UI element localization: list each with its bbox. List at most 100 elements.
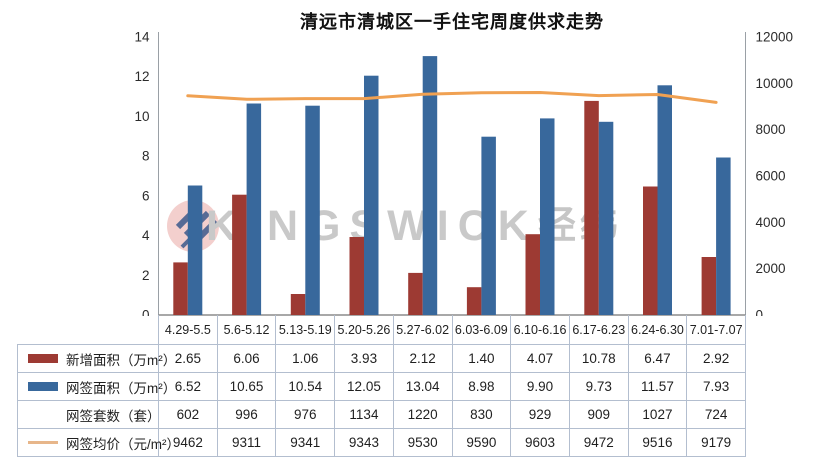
table-value-cell: 9516 [628,429,688,457]
right-axis-tick-label: 0 [756,308,764,317]
legend-cell: 网签面积（万m²） [18,373,176,401]
series-label: 网签均价（元/m²） [66,436,180,452]
right-axis-tick-label: 10000 [756,76,794,91]
table-value-cell: 13.04 [393,373,453,401]
table-value-cell: 1134 [335,401,394,429]
table-value-cell: 976 [276,401,336,429]
table-value-cell: 10.65 [217,373,277,401]
x-axis-label: 7.01-7.07 [687,315,746,344]
table-value-cell: 9341 [276,429,336,457]
left-axis-tick-label: 6 [142,188,150,203]
series-label: 网签套数（套） [66,408,161,424]
x-axis-label: 5.6-5.12 [218,315,277,344]
right-axis-tick-label: 8000 [756,122,786,137]
table-value-cell: 3.93 [335,345,394,373]
table-value-cell: 4.07 [511,345,570,373]
table-value-cell: 8.98 [452,373,512,401]
bar [716,157,731,315]
bar [187,185,203,315]
table-value-cell: 9.73 [569,373,629,401]
bar [232,194,247,315]
bar [701,257,717,315]
table-value-cell: 9.90 [511,373,570,401]
price-line [186,91,718,104]
table-value-cell: 2.92 [687,345,746,373]
legend-cell: 网签套数（套） [18,401,161,429]
table-value-cell: 909 [569,401,629,429]
bar [173,262,188,315]
table-value-cell: 2.65 [159,345,218,373]
table-value-cell: 602 [159,401,218,429]
table-value-cell: 9179 [687,429,746,457]
x-axis-label: 5.27-6.02 [394,315,453,344]
table-value-cell: 10.54 [276,373,336,401]
table-value-cell: 6.52 [159,373,218,401]
series-label: 新增面积（万m²） [66,352,177,368]
table-value-cell: 1220 [393,401,453,429]
legend-cell: 新增面积（万m²） [18,345,176,373]
left-axis-tick-label: 14 [134,30,150,45]
x-axis-label: 5.13-5.19 [276,315,336,344]
bar [290,294,306,315]
left-axis-tick-label: 12 [134,69,149,84]
bar [349,237,364,315]
bar [584,100,599,316]
bar [598,121,614,315]
left-axis-tick-label: 10 [134,109,149,124]
left-axis-tick-label: 4 [142,228,150,243]
bar [422,56,438,315]
table-value-cell: 9590 [452,429,512,457]
legend-cell: 网签均价（元/m²） [18,429,180,457]
bar [246,103,262,315]
bar [481,136,496,315]
bar [466,287,482,315]
right-axis-tick-label: 2000 [756,261,786,276]
x-axis-label: 6.17-6.23 [570,315,629,344]
x-axis-label: 6.10-6.16 [511,315,570,344]
table-value-cell: 2.12 [393,345,453,373]
legend-line-swatch [28,441,58,444]
x-axis-label: 4.29-5.5 [159,315,218,344]
data-table: 新增面积（万m²） 2.65 6.06 1.06 3.93 2.12 1.40 4.07 10.… [17,344,746,457]
table-value-cell: 9462 [159,429,218,457]
table-value-cell: 929 [511,401,570,429]
series-label: 网签面积（万m²） [66,380,177,396]
table-value-cell: 1027 [628,401,688,429]
x-axis-label: 6.03-6.09 [453,315,512,344]
table-value-cell: 7.93 [687,373,746,401]
table-value-cell: 9472 [569,429,629,457]
right-axis-tick-label: 12000 [756,30,794,45]
plot-area: 0 2 4 6 8 10 12 14 0 2000 4000 6000 8000 10000 12000 [134,30,794,317]
bar [364,75,379,315]
chart-title: 清远市清城区一手住宅周度供求走势 [300,12,604,32]
bar [525,234,540,315]
bar [657,85,672,315]
table-value-cell: 1.40 [452,345,512,373]
table-value-cell: 830 [452,401,512,429]
table-value-cell: 9603 [511,429,570,457]
left-axis-tick-label: 8 [142,149,150,164]
table-value-cell: 1.06 [276,345,336,373]
table-value-cell: 10.78 [569,345,629,373]
x-axis-label: 6.24-6.30 [629,315,688,344]
table-value-cell: 11.57 [628,373,688,401]
bar [643,186,658,315]
right-axis-tick-label: 4000 [756,215,786,230]
table-value-cell: 6.06 [217,345,277,373]
table-value-cell: 12.05 [335,373,394,401]
table-value-cell: 6.47 [628,345,688,373]
x-axis-label-row: 4.29-5.5 5.6-5.12 5.13-5.19 5.20-5.26 5.27-6… [158,315,746,344]
bar [305,105,320,315]
legend-bar-swatch [28,382,58,391]
table-value-cell: 9311 [217,429,277,457]
table-value-cell: 996 [217,401,277,429]
left-axis-tick-label: 0 [142,308,150,317]
table-value-cell: 9530 [393,429,453,457]
table-value-cell: 724 [687,401,746,429]
bar [540,118,555,316]
table-value-cell: 9343 [335,429,394,457]
legend-bar-swatch [28,354,58,363]
left-axis-tick-label: 2 [142,268,150,283]
right-axis-tick-label: 6000 [756,169,786,184]
